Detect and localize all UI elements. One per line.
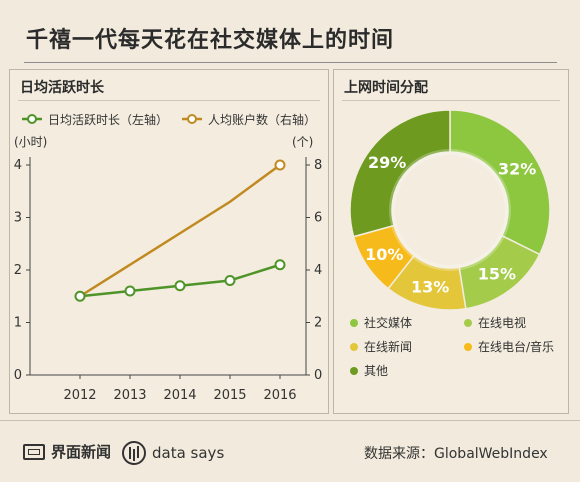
donut-labels: 32% 15% 13% 10% 29% bbox=[365, 153, 536, 296]
left-tick-label: 4 bbox=[14, 158, 22, 173]
x-tick-label: 2015 bbox=[213, 388, 246, 403]
right-tick-label: 0 bbox=[314, 368, 322, 383]
donut-slice-label: 32% bbox=[498, 159, 536, 178]
brand-name: 界面新闻 bbox=[51, 443, 112, 461]
brand-logo-icon bbox=[23, 443, 45, 460]
donut-legend-swatch bbox=[350, 319, 358, 327]
left-axis-unit: (小时) bbox=[14, 135, 47, 149]
donut-chart-panel: 上网时间分配 32% 15% 13% 10% 29% 社交媒体 在线电视在线新闻 在线电台/… bbox=[333, 69, 569, 414]
donut-legend-swatch bbox=[350, 367, 358, 375]
donut-slices bbox=[349, 109, 551, 311]
legend-marker-active-hours bbox=[27, 114, 37, 124]
data-source: 数据来源：GlobalWebIndex bbox=[364, 446, 548, 462]
donut-legend-swatch bbox=[464, 343, 472, 351]
left-tick-label: 1 bbox=[14, 316, 22, 331]
point-accounts bbox=[274, 159, 286, 171]
donut-slice-label: 15% bbox=[478, 265, 516, 284]
x-tick-label: 2013 bbox=[113, 388, 146, 403]
footer-brand: 界面新闻 bbox=[23, 441, 111, 462]
datasays-name: data says bbox=[152, 444, 225, 462]
line-legend: 日均活跃时长（左轴） 人均账户数（右轴） bbox=[22, 112, 316, 127]
legend-label-active-hours: 日均活跃时长（左轴） bbox=[48, 112, 168, 127]
point-active-hours bbox=[224, 275, 236, 286]
line-chart-panel: 日均活跃时长 日均活跃时长（左轴） 人均账户数（右轴） (小时) (个) 0 1 2… bbox=[9, 69, 329, 414]
donut-slice-label: 29% bbox=[368, 153, 406, 172]
donut-legend-swatch bbox=[464, 319, 472, 327]
donut-legend-label: 在线电视 bbox=[478, 315, 526, 330]
legend-marker-accounts bbox=[187, 114, 197, 124]
right-tick-label: 6 bbox=[314, 211, 322, 226]
point-active-hours bbox=[124, 285, 136, 297]
donut-legend-swatch bbox=[350, 343, 358, 351]
right-tick-label: 4 bbox=[314, 263, 322, 278]
footer: 界面新闻 data says 数据来源：GlobalWebIndex bbox=[0, 420, 580, 482]
donut-legend-label: 社交媒体 bbox=[364, 315, 412, 330]
donut-legend-label: 在线新闻 bbox=[364, 339, 412, 354]
right-axis-unit: (个) bbox=[292, 135, 313, 149]
line-chart-title: 日均活跃时长 bbox=[20, 80, 104, 96]
series-line-accounts bbox=[79, 163, 281, 298]
point-active-hours bbox=[74, 290, 86, 302]
donut-legend-label: 其他 bbox=[364, 364, 388, 378]
point-active-hours bbox=[274, 259, 286, 271]
line-chart-divider bbox=[18, 100, 320, 101]
line-series bbox=[74, 159, 286, 302]
point-active-hours bbox=[174, 280, 186, 292]
left-tick-label: 0 bbox=[14, 368, 22, 383]
left-tick-label: 2 bbox=[14, 263, 22, 278]
right-tick-label: 2 bbox=[314, 316, 322, 331]
x-tick-label: 2014 bbox=[163, 388, 196, 403]
donut-chart-divider bbox=[342, 100, 560, 101]
donut-slice-label: 10% bbox=[365, 245, 403, 264]
line-chart: 日均活跃时长（左轴） 人均账户数（右轴） (小时) (个) 0 1 2 3 4 0 2 4 6 8… bbox=[14, 112, 323, 403]
right-tick-label: 8 bbox=[314, 158, 322, 173]
donut-slice bbox=[349, 109, 451, 238]
donut-slice bbox=[449, 109, 551, 256]
donut-inner-ring bbox=[389, 149, 511, 271]
donut-legend-label: 在线电台/音乐 bbox=[478, 339, 554, 354]
x-tick-label: 2012 bbox=[63, 388, 96, 403]
legend-label-accounts: 人均账户数（右轴） bbox=[208, 112, 316, 127]
line-axes: 0 1 2 3 4 0 2 4 6 8 2012 2013 2014 2015 2016 bbox=[14, 157, 322, 403]
x-tick-label: 2016 bbox=[263, 388, 296, 403]
donut-slice-label: 13% bbox=[411, 277, 449, 296]
page-title: 千禧一代每天花在社交媒体上的时间 bbox=[26, 28, 395, 53]
datasays-logo-icon bbox=[122, 441, 146, 465]
donut-chart-title: 上网时间分配 bbox=[344, 80, 428, 96]
footer-datasays: data says bbox=[122, 441, 224, 465]
title-divider bbox=[24, 62, 557, 63]
left-tick-label: 3 bbox=[14, 211, 22, 226]
